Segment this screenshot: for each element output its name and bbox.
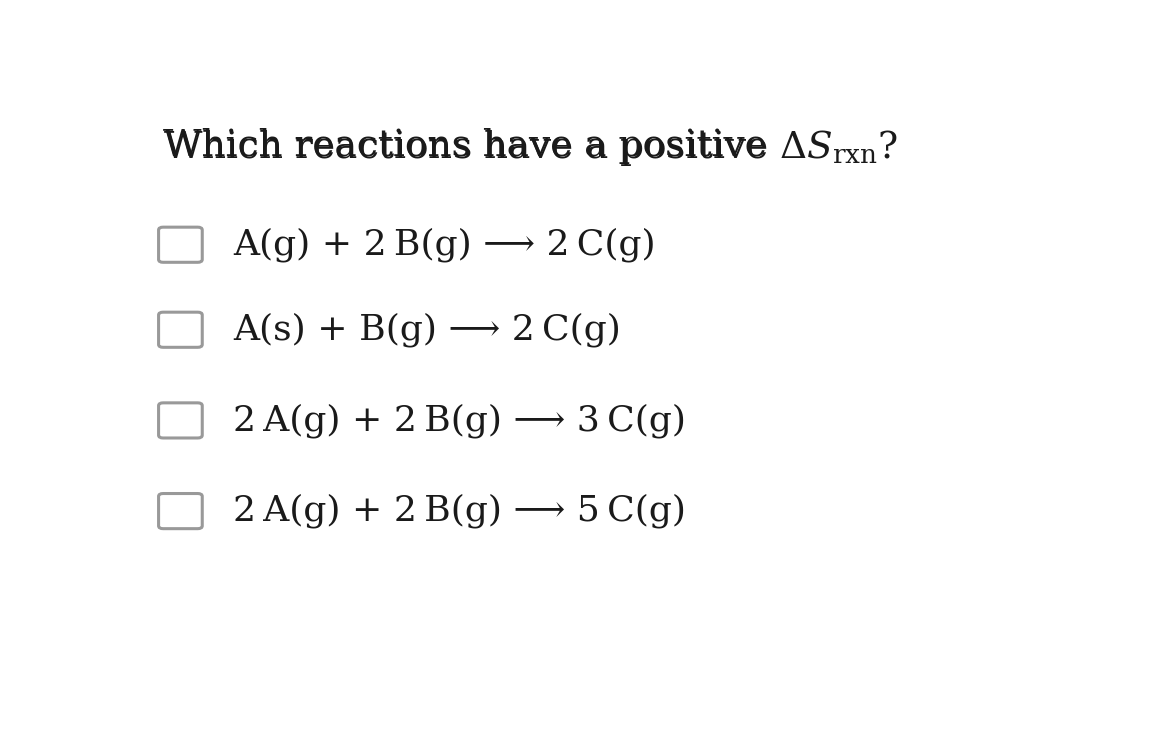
FancyBboxPatch shape	[158, 494, 202, 528]
Text: A(s) + B(g) ⟶ 2 C(g): A(s) + B(g) ⟶ 2 C(g)	[234, 313, 621, 347]
Text: A(g) + 2 B(g) ⟶ 2 C(g): A(g) + 2 B(g) ⟶ 2 C(g)	[234, 227, 656, 262]
Text: 2 A(g) + 2 B(g) ⟶ 5 C(g): 2 A(g) + 2 B(g) ⟶ 5 C(g)	[234, 494, 686, 528]
Text: 2 A(g) + 2 B(g) ⟶ 3 C(g): 2 A(g) + 2 B(g) ⟶ 3 C(g)	[234, 403, 686, 438]
Text: Which reactions have a positive: Which reactions have a positive	[163, 128, 778, 164]
FancyBboxPatch shape	[158, 312, 202, 347]
Text: Which reactions have a positive $\Delta S_{\mathrm{rxn}}$?: Which reactions have a positive $\Delta …	[163, 128, 898, 168]
FancyBboxPatch shape	[158, 403, 202, 438]
FancyBboxPatch shape	[158, 227, 202, 262]
